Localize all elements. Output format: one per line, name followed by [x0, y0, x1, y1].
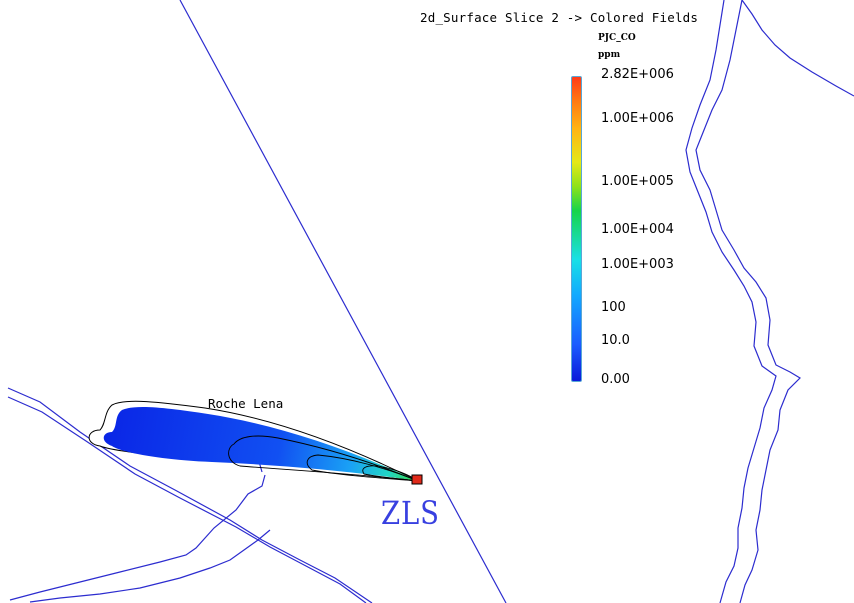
legend-tick: 1.00E+004: [601, 222, 674, 237]
legend-tick: 10.0: [601, 333, 630, 348]
plume-contour-1: [228, 435, 419, 482]
legend-tick: 100: [601, 300, 626, 315]
site-marker[interactable]: [411, 474, 423, 485]
legend-tick: 2.82E+006: [601, 67, 674, 82]
site-label: ZLS: [381, 494, 440, 532]
left-coastline-outer: [7, 387, 373, 603]
plume-contour-3: [362, 465, 419, 482]
river-line-lower: [29, 529, 271, 603]
plume-filled-field: [103, 407, 418, 481]
view-title: 2d_Surface Slice 2 -> Colored Fields: [420, 10, 699, 25]
river-line-upper: [9, 474, 266, 601]
place-label: Roche Lena: [208, 396, 284, 411]
legend-variable: PJC_CO: [598, 33, 636, 43]
legend-tick: 1.00E+006: [601, 111, 674, 126]
diagonal-boundary-line: [179, 0, 507, 603]
legend-tick: 1.00E+003: [601, 257, 674, 272]
legend-tick: 0.00: [601, 372, 630, 387]
right-coastline-inner: [685, 0, 777, 603]
left-coastline-inner: [7, 396, 367, 603]
legend-colorbar: [571, 76, 582, 382]
legend-tick: 1.00E+005: [601, 174, 674, 189]
legend-unit: ppm: [598, 50, 621, 60]
right-coastline-outer: [695, 0, 854, 603]
plume-concentration-field[interactable]: [88, 400, 419, 482]
